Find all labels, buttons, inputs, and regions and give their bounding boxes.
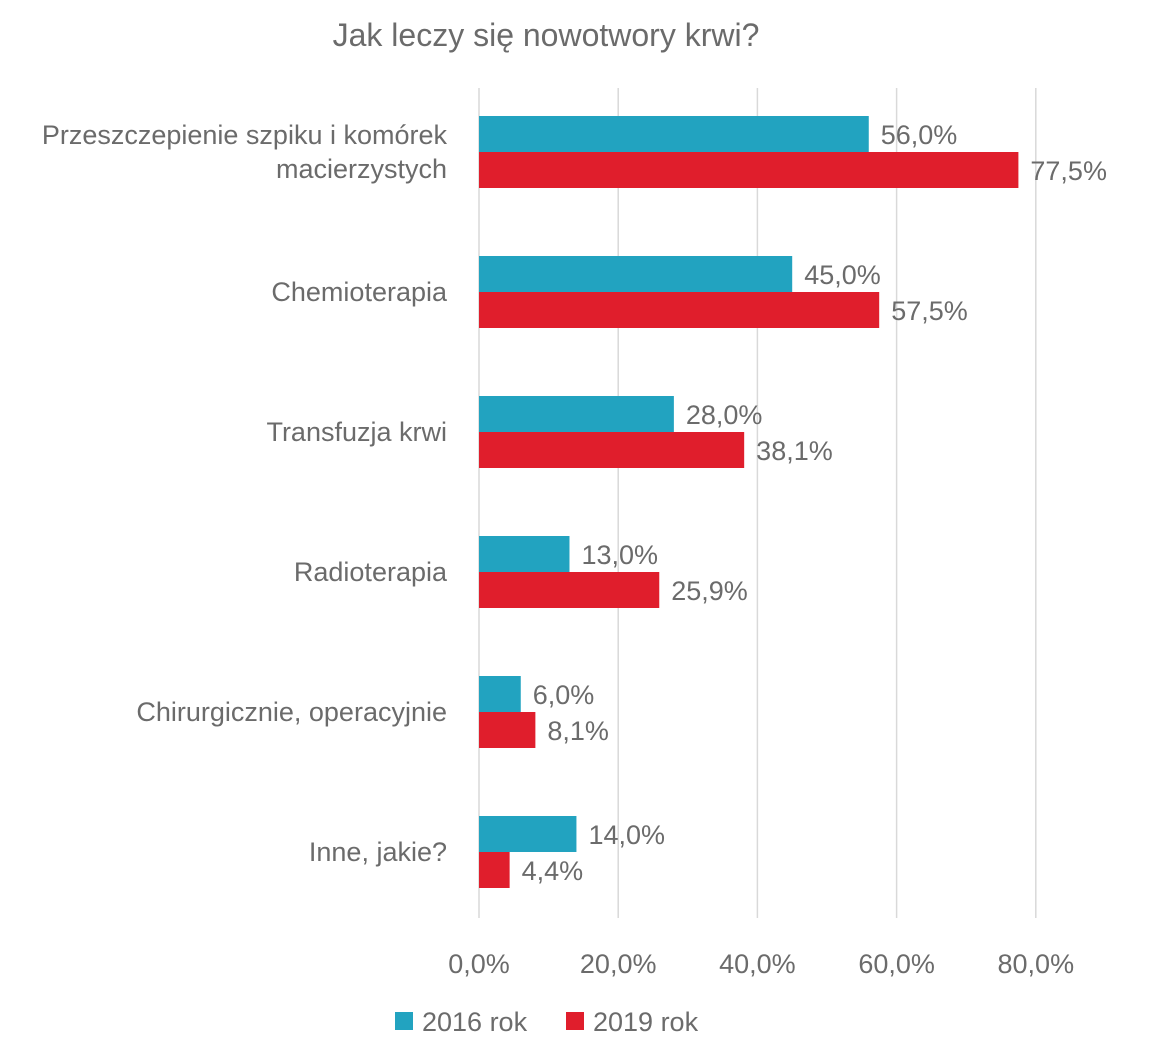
- bar-2019-rok-3: [479, 572, 660, 608]
- bar-2016-rok-5: [479, 816, 577, 852]
- x-tick-label: 80,0%: [998, 949, 1075, 979]
- bar-2016-rok-2: [479, 396, 674, 432]
- bar-2016-rok-4: [479, 676, 521, 712]
- bar-2016-rok-0: [479, 116, 869, 152]
- category-label: Chemioterapia: [271, 277, 448, 307]
- data-label: 4,4%: [522, 856, 584, 886]
- data-labels: 56,0% 77,5% 45,0% 57,5% 28,0% 38,1% 13,0% 25,9%…: [522, 120, 1107, 886]
- data-label: 8,1%: [547, 716, 609, 746]
- category-label: Przeszczepienie szpiku i komórek: [42, 120, 448, 150]
- data-label: 57,5%: [891, 296, 968, 326]
- bar-2019-rok-0: [479, 152, 1019, 188]
- category-label: Transfuzja krwi: [266, 417, 447, 447]
- x-tick-label: 0,0%: [448, 949, 510, 979]
- gridlines: [478, 88, 1037, 918]
- x-tick-label: 20,0%: [580, 949, 657, 979]
- x-tick-label: 40,0%: [719, 949, 796, 979]
- data-label: 14,0%: [588, 820, 665, 850]
- bar-2019-rok-1: [479, 292, 880, 328]
- category-label: macierzystych: [276, 154, 447, 184]
- category-labels: Przeszczepienie szpiku i komórek macierzy…: [42, 120, 448, 867]
- category-label: Chirurgicznie, operacyjnie: [136, 697, 447, 727]
- x-tick-label: 60,0%: [858, 949, 935, 979]
- legend-label-1: 2019 rok: [593, 1007, 699, 1037]
- category-label: Radioterapia: [294, 557, 448, 587]
- data-label: 45,0%: [804, 260, 881, 290]
- bar-2019-rok-5: [479, 852, 510, 888]
- bar-2019-rok-4: [479, 712, 536, 748]
- chart-title: Jak leczy się nowotwory krwi?: [333, 17, 760, 53]
- category-label: Inne, jakie?: [309, 837, 447, 867]
- legend-swatch-1: [566, 1012, 584, 1030]
- legend-swatch-0: [395, 1012, 413, 1030]
- data-label: 28,0%: [686, 400, 763, 430]
- x-axis-ticks: 0,0% 20,0% 40,0% 60,0% 80,0%: [448, 949, 1074, 979]
- bar-2019-rok-2: [479, 432, 745, 468]
- bar-2016-rok-3: [479, 536, 570, 572]
- data-label: 77,5%: [1030, 156, 1107, 186]
- legend: 2016 rok 2019 rok: [395, 1007, 699, 1037]
- legend-label-0: 2016 rok: [422, 1007, 528, 1037]
- data-label: 38,1%: [756, 436, 833, 466]
- data-label: 25,9%: [671, 576, 748, 606]
- data-label: 56,0%: [881, 120, 958, 150]
- data-label: 13,0%: [581, 540, 658, 570]
- bars: [479, 116, 1019, 888]
- data-label: 6,0%: [533, 680, 595, 710]
- bar-2016-rok-1: [479, 256, 793, 292]
